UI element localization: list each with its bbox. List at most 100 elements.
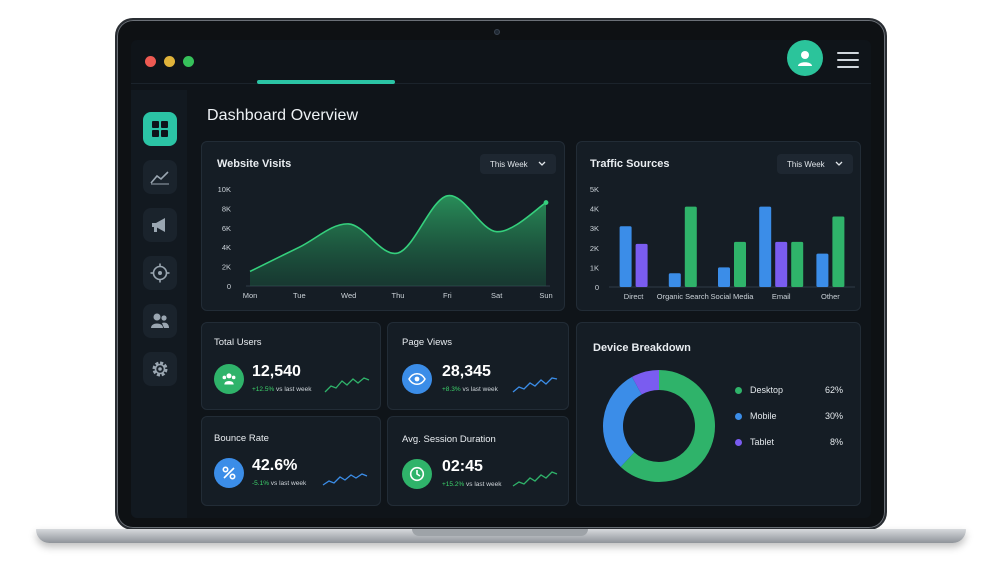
bar-email [791,241,804,287]
y-tick-label: 5K [590,185,599,194]
website-visits-range-dropdown[interactable]: This Week [480,154,556,174]
page-views-stat-icon [402,364,432,394]
device-breakdown-title: Device Breakdown [593,342,691,354]
screen: Dashboard Overview Website Visits This W… [131,40,871,518]
legend-percent: 8% [829,437,843,447]
sidebar-item-settings[interactable] [143,352,177,386]
page-views-value: 28,345 [442,363,491,380]
x-tick-label: Wed [341,291,356,300]
sidebar-item-targets[interactable] [143,256,177,290]
visits-area [250,195,546,286]
window-minimize-button[interactable] [164,56,175,67]
x-tick-label: Mon [243,291,258,300]
bar-organic-search [668,273,681,287]
y-tick-label: 3K [590,224,599,233]
target-icon [150,263,170,283]
active-tab-indicator [257,80,395,84]
bar-other [832,216,845,287]
y-tick-label: 8K [222,204,231,213]
laptop-notch [412,529,588,536]
gear-icon [152,361,168,377]
bar-organic-search [684,206,697,287]
page-title: Dashboard Overview [207,107,359,124]
window-maximize-button[interactable] [183,56,194,67]
user-avatar[interactable] [787,40,823,76]
chevron-down-icon [538,161,546,166]
grid-icon [152,121,168,137]
y-tick-label: 2K [222,263,231,272]
traffic-sources-range-dropdown[interactable]: This Week [777,154,853,174]
total-users-delta: +12.5% vs last week [252,386,312,393]
bounce-rate-value: 42.6% [252,457,298,474]
session-duration-sparkline [512,471,558,487]
bounce-rate-card: Bounce Rate 42.6% -5.1% vs last week [201,416,381,506]
range-label: This Week [787,159,825,169]
sidebar-item-dashboard[interactable] [143,112,177,146]
traffic-sources-card: Traffic Sources This Week 5K 4K 3K 2K 1K 0 Dir… [576,141,861,311]
y-tick-label: 4K [590,205,599,214]
session-duration-card: Avg. Session Duration 02:45 +15.2% vs la… [387,416,569,506]
menu-icon[interactable] [837,52,859,68]
device-breakdown-donut [603,370,715,482]
trend-icon [150,171,169,185]
y-tick-label: 1K [590,263,599,272]
y-tick-label: 4K [222,243,231,252]
top-bar [131,40,871,84]
page-views-delta: +8.3% vs last week [442,386,498,393]
total-users-title: Total Users [214,337,262,348]
bar-email [775,241,788,287]
session-duration-title: Avg. Session Duration [402,434,496,445]
chevron-down-icon [835,161,843,166]
legend-percent: 30% [824,411,843,421]
legend-label: Tablet [750,437,775,447]
device-breakdown-card: Device Breakdown Desktop 62% Mobile 30% Tabl… [576,322,861,506]
legend-label: Mobile [750,411,777,421]
clock-icon [409,466,425,482]
y-tick-label: 0 [595,283,599,292]
bar-social-media [734,241,746,287]
user-icon [798,51,812,66]
legend-item-mobile: Mobile 30% [735,411,843,421]
x-tick-label: Sat [491,291,503,300]
page-views-sparkline [512,377,558,393]
users-icon [151,313,169,328]
website-visits-title: Website Visits [217,158,292,170]
x-tick-label: Sun [539,291,552,300]
sidebar-item-analytics[interactable] [143,160,177,194]
bounce-rate-title: Bounce Rate [214,433,269,444]
users-stat-icon [214,364,244,394]
x-tick-label: Direct [624,292,645,301]
website-visits-card: Website Visits This Week 10K 8K 6K 4K 2K 0 Mon… [201,141,565,311]
eye-icon [408,373,426,385]
bounce-rate-delta: -5.1% vs last week [252,480,307,487]
sidebar-item-users[interactable] [143,304,177,338]
donut-slice-mobile [603,376,643,467]
percent-icon [222,466,236,480]
page-views-card: Page Views 28,345 +8.3% vs last week [387,322,569,410]
bar-other [816,253,829,287]
window-close-button[interactable] [145,56,156,67]
y-tick-label: 10K [218,185,231,194]
bar-direct [619,226,632,287]
sidebar-item-campaigns[interactable] [143,208,177,242]
total-users-sparkline [324,377,370,393]
donut-slice-desktop [620,370,715,482]
total-users-card: Total Users 12,540 +12.5% vs last week [201,322,381,410]
legend-percent: 62% [824,385,843,395]
users-icon [222,373,236,385]
website-visits-chart: 10K 8K 6K 4K 2K 0 Mon Tue Wed Thu Fri Sat Sun [218,185,553,300]
session-duration-stat-icon [402,459,432,489]
traffic-sources-chart: 5K 4K 3K 2K 1K 0 Direct Organic Search Social Me… [590,185,855,301]
bounce-rate-sparkline [322,473,368,486]
bar-social-media [718,267,730,287]
legend-item-tablet: Tablet 8% [735,437,843,447]
legend-dot [735,412,742,420]
session-duration-value: 02:45 [442,458,483,475]
x-tick-label: Email [772,292,791,301]
x-tick-label: Tue [293,291,306,300]
visits-line [249,194,547,273]
session-duration-delta: +15.2% vs last week [442,481,502,488]
x-tick-label: Fri [443,291,452,300]
legend-item-desktop: Desktop 62% [735,385,843,395]
x-tick-label: Social Media [711,292,755,301]
